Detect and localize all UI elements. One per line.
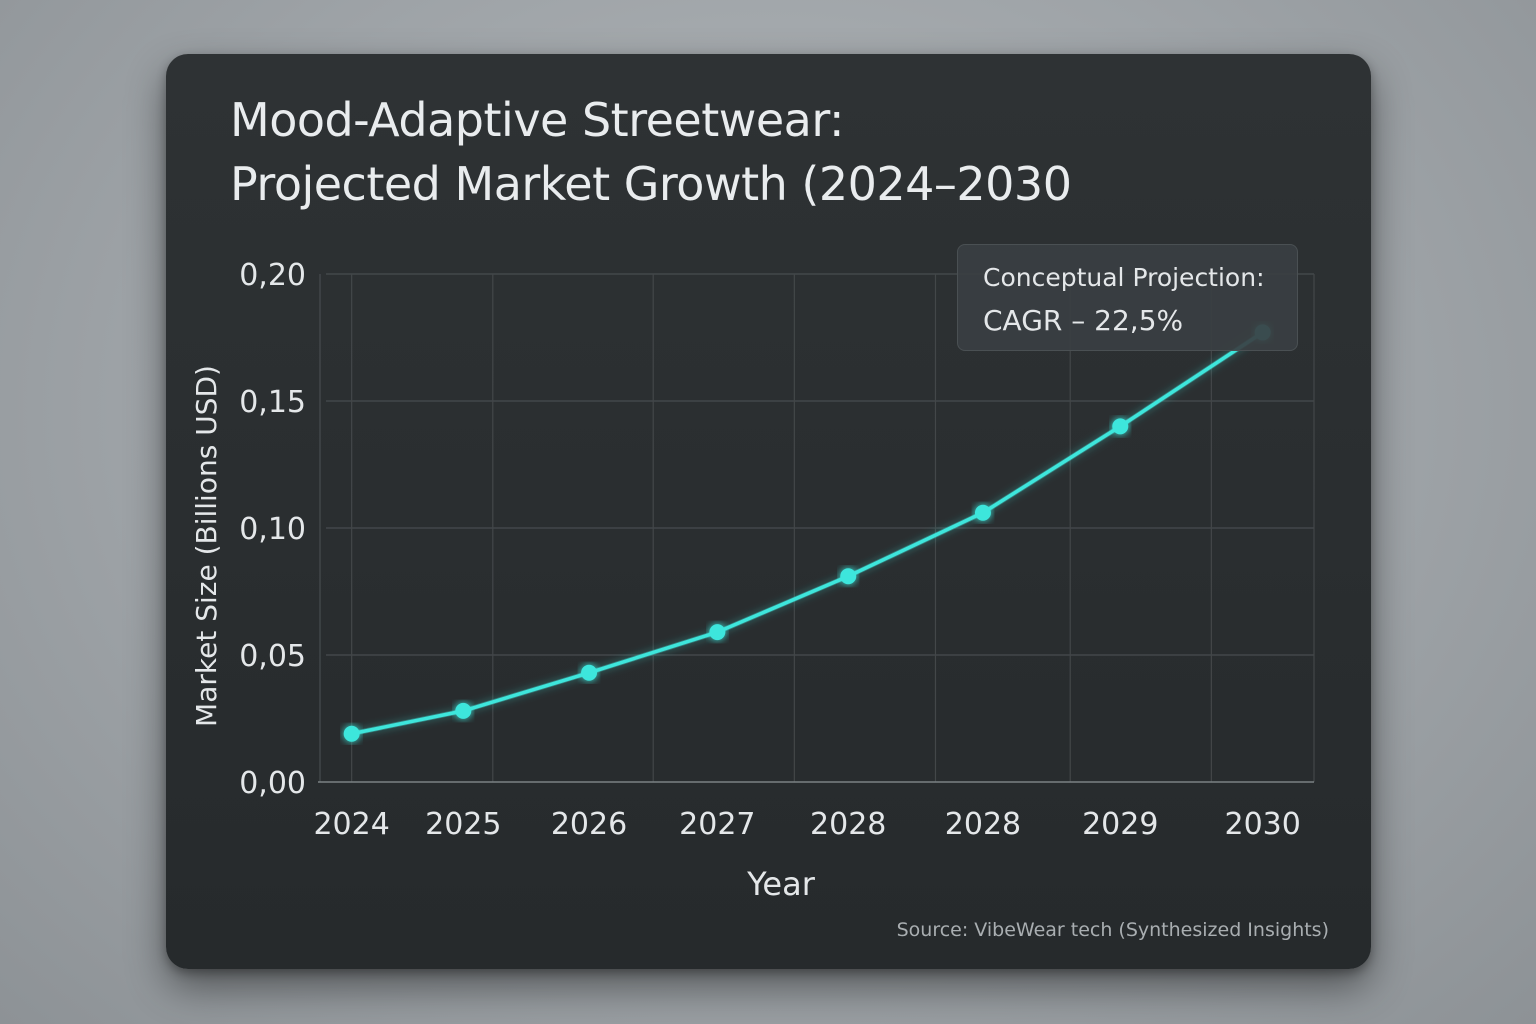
data-point: [709, 624, 726, 641]
data-point: [1112, 418, 1129, 435]
x-tick-label: 2026: [551, 807, 627, 842]
chart-title-line-2: Projected Market Growth (2024–2030: [230, 157, 1072, 211]
series-line-glow: [351, 330, 1265, 737]
x-tick-label: 2028: [810, 807, 886, 842]
y-tick-label: 0,00: [239, 766, 306, 801]
annotation-line-1: Conceptual Projection:: [983, 263, 1265, 292]
y-tick-label: 0,10: [239, 512, 306, 547]
series-line: [349, 330, 1265, 736]
chart-title: Mood-Adaptive Streetwear: Projected Mark…: [230, 88, 1072, 216]
line-chart: 0,00 0,05 0,10 0,15 0,20 2024 2025 2026 2027 2028…: [190, 258, 1315, 903]
x-tick-label: 2025: [425, 807, 501, 842]
chart-card: Mood-Adaptive Streetwear: Projected Mark…: [166, 54, 1371, 969]
x-tick-label: 2030: [1224, 807, 1300, 842]
data-point: [455, 702, 472, 719]
y-tick-label: 0,20: [239, 258, 306, 293]
y-axis-title: Market Size (Billions USD): [190, 365, 223, 727]
x-axis-title: Year: [746, 865, 816, 903]
source-note: Source: VibeWear tech (Synthesized Insig…: [896, 919, 1329, 941]
data-point: [343, 725, 360, 742]
data-point: [581, 664, 598, 681]
x-tick-label: 2029: [1082, 807, 1158, 842]
y-tick-label: 0,15: [239, 385, 306, 420]
chart-title-line-1: Mood-Adaptive Streetwear:: [230, 93, 844, 147]
tick-labels: 0,00 0,05 0,10 0,15 0,20 2024 2025 2026 2027 2028…: [190, 258, 1301, 903]
annotation-line-2: CAGR – 22,5%: [983, 304, 1184, 337]
x-tick-label: 2028: [945, 807, 1021, 842]
cagr-annotation: Conceptual Projection: CAGR – 22,5%: [957, 244, 1298, 351]
data-point: [974, 504, 991, 521]
x-tick-label: 2027: [679, 807, 755, 842]
data-point: [840, 568, 857, 585]
y-tick-label: 0,05: [239, 639, 306, 674]
series: [343, 324, 1271, 742]
x-tick-label: 2024: [313, 807, 389, 842]
